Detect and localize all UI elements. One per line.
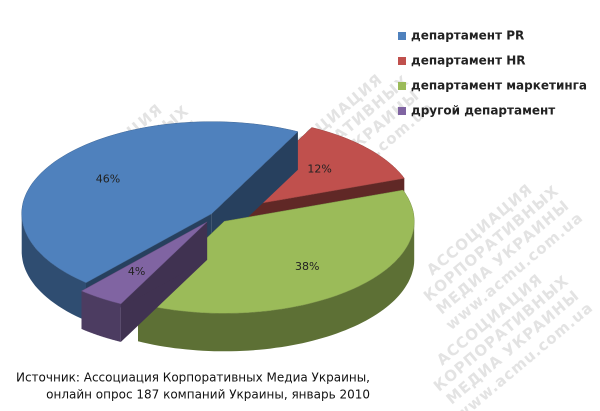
value-label: 38%: [295, 260, 319, 273]
legend-label: департамент HR: [411, 54, 526, 68]
legend-swatch: [398, 57, 406, 65]
value-label: 4%: [128, 265, 145, 278]
slice-wall: [81, 291, 121, 342]
slice-wall: [21, 211, 87, 321]
source-line: онлайн опрос 187 компаний Украины, январ…: [46, 388, 370, 402]
legend: департамент PR департамент HR департамент …: [398, 29, 587, 118]
slice: [80, 221, 208, 305]
legend-swatch: [398, 82, 406, 90]
slice-wall: [138, 219, 415, 352]
legend-label: департамент PR: [411, 29, 524, 43]
slice: [137, 189, 415, 314]
legend-label: департамент маркетинга: [411, 79, 587, 93]
source-line: Источник: Ассоциация Корпоративных Медиа…: [16, 371, 370, 385]
slice: [21, 121, 299, 283]
legend-label: другой департамент: [411, 104, 555, 118]
pie: 46% 12% 38% 4%: [21, 121, 415, 352]
legend-swatch: [398, 107, 406, 115]
value-label: 46%: [96, 173, 120, 186]
legend-swatch: [398, 32, 406, 40]
value-label: 12%: [307, 162, 331, 175]
